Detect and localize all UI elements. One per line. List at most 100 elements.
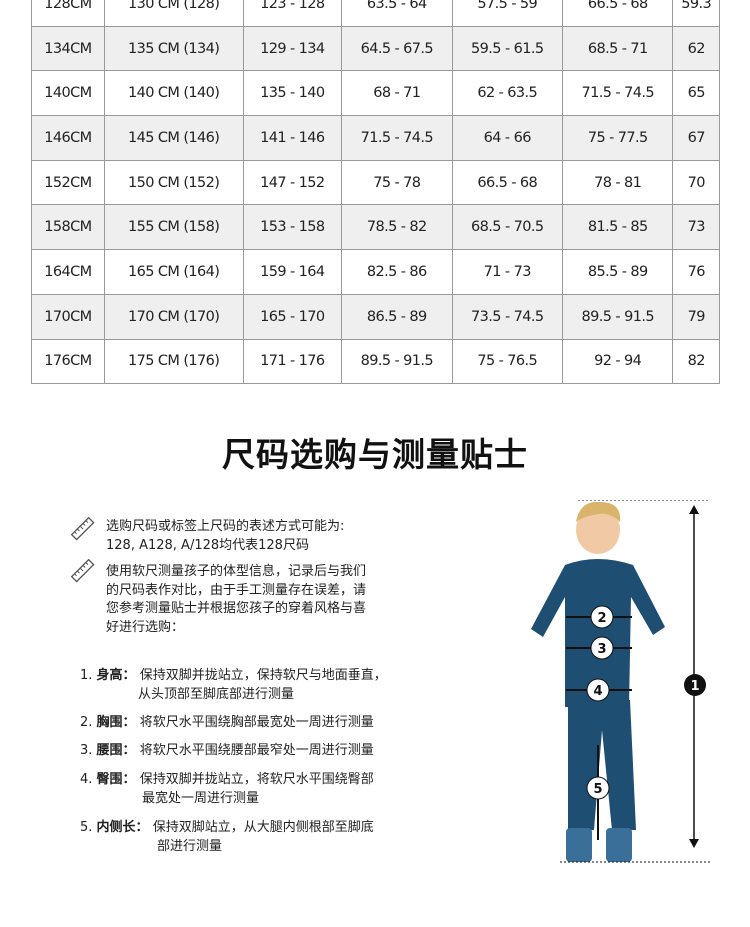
table-cell: 134CM (31, 25, 105, 72)
table-cell: 128CM (31, 0, 105, 27)
table-cell: 66.5 - 68 (561, 0, 674, 27)
table-row: 128CM 130 CM (128) 123 - 128 63.5 - 64 57.5 … (31, 0, 720, 27)
child-hair (576, 501, 621, 522)
tip-line: 的尺码表作对比，由于手工测量存在误差，请 (106, 582, 367, 598)
table-cell: 68.5 - 71 (561, 25, 674, 72)
table-cell: 155 CM (158) (103, 204, 244, 251)
svg-text:5: 5 (593, 782, 602, 797)
step-hip: 4. 臀围： 保持双脚并拢站立，将软尺水平围绕臀部 最宽处一周进行测量 (80, 772, 374, 806)
table-cell: 159 - 164 (242, 249, 343, 295)
table-cell: 75 - 77.5 (561, 115, 674, 161)
table-cell: 171 - 176 (242, 338, 343, 385)
tip-measure: 使用软尺测量孩子的体型信息，记录后与我们 的尺码表作对比，由于手工测量存在误差，… (106, 563, 366, 637)
step-waist: 3. 腰围： 将软尺水平围绕腰部最窄处一周进行测量 (80, 743, 374, 758)
table-cell: 153 - 158 (242, 204, 343, 251)
tip-line: 选购尺码或标签上尺码的表述方式可能为: (106, 519, 345, 534)
table-cell: 165 - 170 (242, 293, 343, 340)
child-head (576, 506, 620, 554)
table-cell: 70 (672, 159, 720, 206)
table-cell: 82.5 - 86 (341, 249, 453, 295)
left-shoe (566, 828, 592, 862)
table-cell: 145 CM (146) (103, 115, 244, 161)
table-cell: 135 CM (134) (103, 25, 244, 72)
tip-line: 128, A128, A/128均代表128尺码 (106, 537, 309, 553)
table-cell: 71 - 73 (451, 249, 564, 295)
table-cell: 89.5 - 91.5 (561, 293, 674, 340)
table-row: 170CM 170 CM (170) 165 - 170 86.5 - 89 73.5 … (31, 293, 720, 340)
table-row: 164CM 165 CM (164) 159 - 164 82.5 - 86 71 - … (31, 249, 720, 295)
tip-line: 您参考测量贴士并根据您孩子的穿着风格与喜 (106, 601, 367, 616)
table-cell: 92 - 94 (561, 338, 674, 385)
right-shoe (606, 828, 632, 862)
table-cell: 73.5 - 74.5 (451, 293, 564, 340)
step-inseam: 5. 内侧长： 保持双脚站立，从大腿内侧根部至脚底 部进行测量 (80, 820, 374, 854)
table-cell: 62 (672, 25, 720, 72)
marker-5 (586, 776, 610, 800)
table-cell: 164CM (31, 249, 105, 295)
table-cell: 147 - 152 (242, 159, 343, 206)
step-height: 1. 身高： 保持双脚并拢站立，保持软尺与地面垂直， 从头顶部至脚底部进行测量 (80, 668, 387, 702)
table-cell: 73 (672, 204, 720, 251)
table-cell: 75 - 76.5 (451, 338, 564, 385)
table-cell: 175 CM (176) (103, 338, 244, 385)
table-cell: 78 - 81 (561, 159, 674, 206)
table-cell: 176CM (31, 338, 105, 385)
table-cell: 130 CM (128) (103, 0, 244, 27)
table-row: 152CM 150 CM (152) 147 - 152 75 - 78 66.5 - … (31, 159, 720, 206)
table-row: 158CM 155 CM (158) 153 - 158 78.5 - 82 68.5 … (31, 204, 720, 251)
table-cell: 57.5 - 59 (451, 0, 564, 27)
table-cell: 85.5 - 89 (561, 249, 674, 295)
svg-text:1: 1 (690, 679, 699, 694)
table-cell: 170CM (31, 293, 105, 340)
table-cell: 89.5 - 91.5 (341, 338, 453, 385)
table-cell: 140CM (31, 70, 105, 117)
marker-4 (586, 678, 610, 702)
table-cell: 78.5 - 82 (341, 204, 453, 251)
table-row: 134CM 135 CM (134) 129 - 134 64.5 - 67.5 59.… (31, 25, 720, 72)
table-cell: 135 - 140 (242, 70, 343, 117)
table-cell: 150 CM (152) (103, 159, 244, 206)
table-cell: 67 (672, 115, 720, 161)
table-cell: 141 - 146 (242, 115, 343, 161)
table-row: 146CM 145 CM (146) 141 - 146 71.5 - 74.5 64 … (31, 115, 720, 161)
table-cell: 152CM (31, 159, 105, 206)
table-cell: 64.5 - 67.5 (341, 25, 453, 72)
table-cell: 140 CM (140) (103, 70, 244, 117)
step-chest: 2. 胸围： 将软尺水平围绕胸部最宽处一周进行测量 (80, 715, 374, 730)
table-cell: 68 - 71 (341, 70, 453, 117)
tip-line: 使用软尺测量孩子的体型信息，记录后与我们 (106, 564, 367, 579)
table-cell: 158CM (31, 204, 105, 251)
svg-text:3: 3 (597, 642, 606, 657)
ruler-icon (70, 516, 95, 541)
table-cell: 170 CM (170) (103, 293, 244, 340)
table-cell: 59.3 (672, 0, 720, 27)
table-cell: 79 (672, 293, 720, 340)
table-cell: 62 - 63.5 (451, 70, 564, 117)
table-cell: 64 - 66 (451, 115, 564, 161)
table-cell: 75 - 78 (341, 159, 453, 206)
svg-text:4: 4 (593, 684, 602, 699)
tip-line: 好进行选购： (106, 619, 185, 635)
table-cell: 68.5 - 70.5 (451, 204, 564, 251)
child-measurement-illustration: 1 2 3 4 5 (531, 500, 710, 863)
size-table: 128CM 130 CM (128) 123 - 128 63.5 - 64 57.5 … (31, 0, 720, 385)
child-jacket (531, 559, 665, 707)
ruler-icon (70, 558, 95, 583)
table-row: 140CM 140 CM (140) 135 - 140 68 - 71 62 - 63… (31, 70, 720, 117)
marker-1 (684, 674, 706, 696)
section-title: 尺码选购与测量贴士 (222, 435, 528, 474)
child-pants (568, 700, 636, 830)
table-cell: 81.5 - 85 (561, 204, 674, 251)
table-cell: 82 (672, 338, 720, 385)
table-row: 176CM 175 CM (176) 171 - 176 89.5 - 91.5 75 … (31, 338, 720, 385)
table-cell: 71.5 - 74.5 (561, 70, 674, 117)
table-cell: 123 - 128 (242, 0, 343, 27)
svg-text:2: 2 (597, 611, 606, 626)
marker-2 (590, 605, 614, 629)
tip-size-labels: 选购尺码或标签上尺码的表述方式可能为: 128, A128, A/128均代表1… (106, 518, 344, 555)
table-cell: 59.5 - 61.5 (451, 25, 564, 72)
table-cell: 76 (672, 249, 720, 295)
marker-3 (590, 636, 614, 660)
table-cell: 146CM (31, 115, 105, 161)
table-cell: 71.5 - 74.5 (341, 115, 453, 161)
